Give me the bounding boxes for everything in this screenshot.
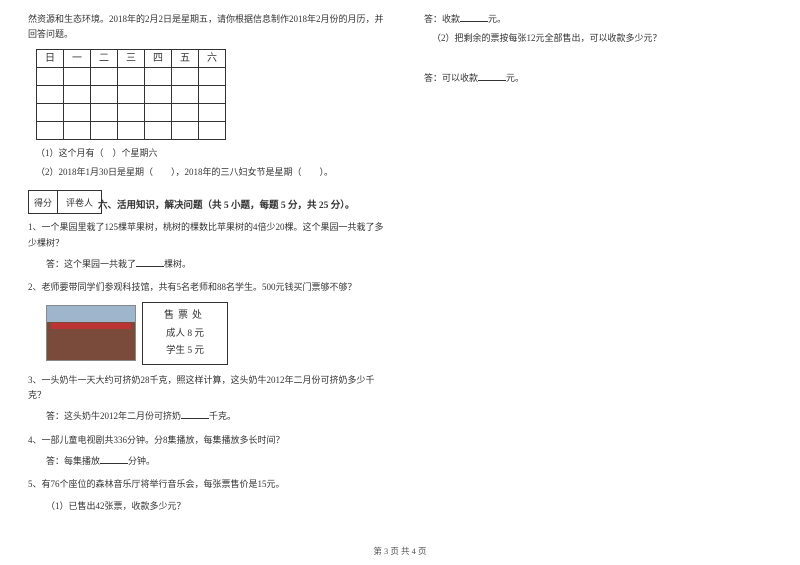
answer-1: 答：这个果园一共栽了 棵树。 [46,257,388,272]
intro-text: 然资源和生态环境。2018年的2月2日是星期五，请你根据信息制作2018年2月份… [28,12,388,43]
question-2: 2、老师要带同学们参观科技馆，共有5名老师和88名学生。500元钱买门票够不够？ [28,280,388,295]
r3-prefix: 答：可以收款 [424,73,478,83]
left-column: 然资源和生态环境。2018年的2月2日是星期五，请你根据信息制作2018年2月份… [28,12,388,518]
a1-suffix: 棵树。 [164,259,191,269]
r3-suffix: 元。 [506,73,524,83]
a3-prefix: 答：这头奶牛2012年二月份可挤奶 [46,411,181,421]
question-1: 1、一个果园里栽了125棵苹果树，桃树的棵数比苹果树的4倍少20棵。这个果园一共… [28,220,388,251]
cal-hdr: 日 [37,49,64,67]
cal-hdr: 六 [199,49,226,67]
cal-hdr: 三 [118,49,145,67]
ticket-figure: 售票处 成人 8 元 学生 5 元 [46,302,388,365]
q5-sub1: （1）已售出42张票，收款多少元？ [46,499,388,514]
a3-suffix: 千克。 [209,411,236,421]
blank[interactable] [136,257,164,267]
cal-hdr: 五 [172,49,199,67]
building-photo [46,305,136,361]
cal-sub2: （2）2018年1月30日是星期（ ），2018年的三八妇女节是星期（ ）。 [36,165,388,180]
ticket-title: 售票处 [149,307,221,324]
cal-hdr: 一 [64,49,91,67]
cal-hdr: 四 [145,49,172,67]
question-3: 3、一头奶牛一天大约可挤奶28千克，照这样计算，这头奶牛2012年二月份可挤奶多… [28,373,388,404]
section-title: 六、活用知识，解决问题（共 5 小题，每题 5 分，共 25 分）。 [98,198,388,214]
score-label: 得分 [28,190,58,214]
a1-prefix: 答：这个果园一共栽了 [46,259,136,269]
question-5: 5、有76个座位的森林音乐厅将举行音乐会，每张票售价是15元。 [28,477,388,492]
ticket-student: 学生 5 元 [149,343,221,359]
answer-3: 答：这头奶牛2012年二月份可挤奶 千克。 [46,409,388,424]
cal-sub1: （1）这个月有（ ）个星期六 [36,146,388,161]
r1-prefix: 答：收款 [424,14,460,24]
blank[interactable] [460,12,488,22]
blank[interactable] [100,454,128,464]
r1-suffix: 元。 [488,14,506,24]
right-column: 答：收款元。 （2）把剩余的票按每张12元全部售出，可以收款多少元？ 答：可以收… [424,12,754,518]
right-ans2: 答：可以收款 元。 [424,71,754,86]
blank[interactable] [478,71,506,81]
ticket-adult: 成人 8 元 [149,326,221,342]
cal-hdr: 二 [91,49,118,67]
blank[interactable] [181,409,209,419]
ticket-price-box: 售票处 成人 8 元 学生 5 元 [142,302,228,365]
calendar-table: 日 一 二 三 四 五 六 [36,49,226,140]
answer-4: 答：每集播放 分钟。 [46,454,388,469]
a4-suffix: 分钟。 [128,456,155,466]
question-4: 4、一部儿童电视剧共336分钟。分8集播放，每集播放多长时间？ [28,433,388,448]
grader-label: 评卷人 [58,190,102,214]
q5-sub2: （2）把剩余的票按每张12元全部售出，可以收款多少元？ [432,31,754,46]
right-ans1: 答：收款 元。 [424,12,754,27]
a4-prefix: 答：每集播放 [46,456,100,466]
page-footer: 第 3 页 共 4 页 [0,545,800,557]
